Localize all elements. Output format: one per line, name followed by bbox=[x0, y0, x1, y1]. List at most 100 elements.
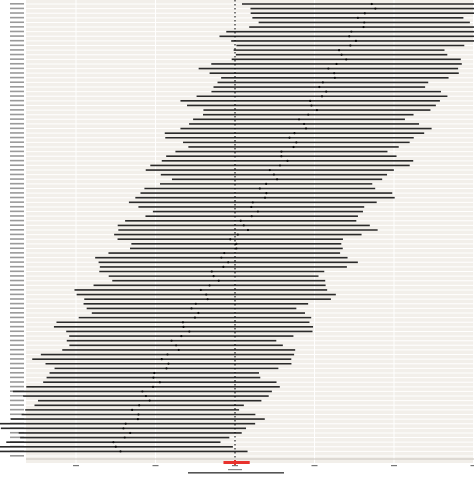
point-estimate bbox=[218, 280, 220, 282]
point-estimate bbox=[316, 109, 318, 111]
row-label bbox=[10, 58, 24, 60]
row-label bbox=[10, 160, 24, 162]
row-label bbox=[10, 381, 24, 383]
row-label bbox=[10, 243, 24, 245]
point-estimate bbox=[222, 266, 224, 268]
row-label bbox=[10, 238, 24, 240]
point-estimate bbox=[188, 330, 190, 332]
row-label bbox=[10, 197, 24, 199]
row-label bbox=[10, 26, 24, 28]
row-label bbox=[10, 340, 24, 342]
row-label bbox=[10, 206, 24, 208]
row-label bbox=[10, 12, 24, 14]
point-estimate bbox=[280, 155, 282, 157]
point-estimate bbox=[195, 303, 197, 305]
point-estimate bbox=[124, 436, 126, 438]
row-label bbox=[10, 77, 24, 79]
point-estimate bbox=[273, 174, 275, 176]
point-estimate bbox=[141, 390, 143, 392]
x-tick-label bbox=[232, 465, 238, 466]
point-estimate bbox=[237, 234, 239, 236]
row-label bbox=[10, 312, 24, 314]
point-estimate bbox=[194, 317, 196, 319]
point-estimate bbox=[310, 104, 312, 106]
point-estimate bbox=[362, 26, 364, 28]
point-estimate bbox=[200, 289, 202, 291]
row-label bbox=[10, 294, 24, 296]
x-tick-label bbox=[153, 465, 159, 466]
row-label bbox=[10, 91, 24, 93]
point-estimate bbox=[180, 335, 182, 337]
point-estimate bbox=[264, 197, 266, 199]
summary-estimate bbox=[234, 460, 236, 465]
point-estimate bbox=[152, 376, 154, 378]
point-estimate bbox=[152, 386, 154, 388]
point-estimate bbox=[371, 3, 373, 5]
row-label bbox=[10, 455, 24, 457]
row-label bbox=[10, 137, 24, 139]
row-label bbox=[10, 354, 24, 356]
row-label bbox=[10, 395, 24, 397]
row-label bbox=[10, 81, 24, 83]
point-estimate bbox=[251, 215, 253, 217]
row-label bbox=[10, 187, 24, 189]
point-estimate bbox=[178, 349, 180, 351]
row-label bbox=[10, 386, 24, 388]
point-estimate bbox=[345, 58, 347, 60]
x-axis-caption bbox=[188, 472, 284, 474]
point-estimate bbox=[165, 367, 167, 369]
x-tick-label bbox=[73, 465, 79, 466]
point-estimate bbox=[295, 141, 297, 143]
point-estimate bbox=[235, 243, 237, 245]
point-estimate bbox=[247, 229, 249, 231]
point-estimate bbox=[265, 192, 267, 194]
row-label bbox=[10, 358, 24, 360]
point-estimate bbox=[305, 127, 307, 129]
row-label bbox=[10, 95, 24, 97]
point-estimate bbox=[350, 31, 352, 33]
row-label bbox=[10, 114, 24, 116]
point-estimate bbox=[322, 81, 324, 83]
point-estimate bbox=[125, 423, 127, 425]
point-estimate bbox=[175, 344, 177, 346]
point-estimate bbox=[334, 77, 336, 79]
row-label bbox=[10, 307, 24, 309]
point-estimate bbox=[292, 146, 294, 148]
row-label bbox=[10, 141, 24, 143]
row-label bbox=[10, 409, 24, 411]
row-label bbox=[10, 303, 24, 305]
row-label bbox=[10, 344, 24, 346]
point-estimate bbox=[112, 441, 114, 443]
summary-interval bbox=[223, 461, 249, 464]
point-estimate bbox=[137, 418, 139, 420]
row-label bbox=[10, 183, 24, 185]
point-estimate bbox=[355, 40, 357, 42]
point-estimate bbox=[279, 164, 281, 166]
row-label bbox=[10, 247, 24, 249]
point-estimate bbox=[243, 224, 245, 226]
point-estimate bbox=[115, 446, 117, 448]
row-label bbox=[10, 17, 24, 19]
point-estimate bbox=[325, 91, 327, 93]
row-label bbox=[10, 155, 24, 157]
point-estimate bbox=[190, 307, 192, 309]
row-label bbox=[10, 317, 24, 319]
row-label bbox=[10, 215, 24, 217]
point-estimate bbox=[166, 353, 168, 355]
row-label bbox=[10, 72, 24, 74]
row-label bbox=[10, 400, 24, 402]
point-estimate bbox=[161, 358, 163, 360]
point-estimate bbox=[229, 238, 231, 240]
plot-panel bbox=[26, 0, 474, 463]
row-label bbox=[10, 298, 24, 300]
row-label bbox=[10, 229, 24, 231]
point-estimate bbox=[167, 363, 169, 365]
point-estimate bbox=[257, 210, 259, 212]
point-estimate bbox=[119, 450, 121, 452]
row-label bbox=[10, 326, 24, 328]
row-label bbox=[10, 178, 24, 180]
row-label bbox=[10, 261, 24, 263]
row-label bbox=[10, 54, 24, 56]
point-estimate bbox=[280, 150, 282, 152]
